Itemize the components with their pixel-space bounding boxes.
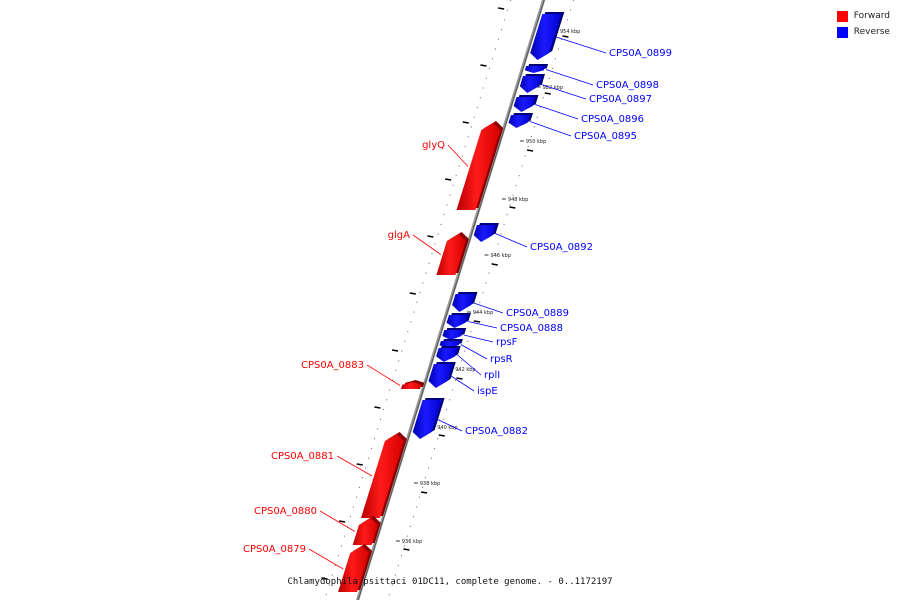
gene-rpsf[interactable] (442, 328, 467, 340)
gene-cps0a_0881[interactable] (361, 432, 407, 518)
gene-label[interactable]: CPS0A_0880 (254, 506, 317, 517)
gene-cps0a_0883[interactable] (401, 380, 425, 389)
gene-cps0a_0897[interactable] (519, 74, 545, 93)
gene-cps0a_0879[interactable] (338, 544, 373, 592)
gene-leader-line (467, 321, 498, 329)
gene-glyq[interactable] (456, 121, 504, 210)
gene-label[interactable]: ispE (477, 386, 498, 397)
scale-label: 938 kbp (420, 481, 440, 487)
gene-label[interactable]: CPS0A_0899 (609, 48, 672, 59)
gene-arrow (361, 434, 404, 518)
gene-label[interactable]: CPS0A_0892 (530, 242, 593, 253)
gene-leader-line (460, 344, 488, 360)
gene-leader-line (463, 334, 494, 343)
gene-label[interactable]: CPS0A_0881 (271, 451, 334, 462)
scale-label: 950 kbp (526, 139, 546, 145)
gene-arrow (338, 546, 370, 592)
gene-leader-line (412, 234, 441, 255)
gene-leader-line (308, 548, 344, 570)
gene-cps0a_0880[interactable] (352, 516, 381, 545)
gene-cps0a_0889[interactable] (452, 292, 478, 312)
legend-forward-label: Forward (853, 11, 890, 21)
gene-leader-line (529, 121, 572, 137)
gene-label[interactable]: rpsR (490, 354, 513, 365)
gene-cps0a_0888[interactable] (446, 313, 472, 328)
scale-label: 944 kbp (473, 310, 493, 316)
gene-leader-line (450, 375, 475, 392)
gene-arrow (352, 518, 378, 545)
gene-arrow (428, 364, 453, 388)
gene-arrow (446, 315, 468, 328)
gene-leader-line (457, 354, 482, 376)
gene-arrow (524, 66, 546, 73)
legend: Forward Reverse (836, 8, 890, 40)
gene-label[interactable]: glgA (388, 230, 410, 241)
gene-cps0a_0898[interactable] (524, 64, 549, 73)
scale-label: 954 kbp (560, 29, 580, 35)
gene-arrow (442, 330, 464, 340)
genome-caption: Chlamydophila psittaci 01DC11, complete … (287, 577, 613, 587)
gene-arrow (519, 76, 542, 93)
gene-leader-line (447, 144, 469, 167)
gene-glga[interactable] (436, 232, 469, 275)
scale-label: 936 kbp (402, 539, 422, 545)
gene-label[interactable]: glyQ (422, 140, 445, 151)
gene-label[interactable]: rpsF (496, 337, 518, 348)
gene-arrow (508, 115, 530, 128)
gene-leader-line (366, 364, 401, 386)
gene-arrow (401, 382, 422, 389)
gene-label[interactable]: CPS0A_0879 (243, 544, 306, 555)
gene-arrow (436, 348, 458, 362)
gene-leader-line (495, 233, 528, 248)
gene-leader-line (556, 36, 607, 54)
gene-leader-line (545, 69, 594, 86)
gene-leader-line (319, 510, 356, 532)
gene-cps0a_0896[interactable] (513, 95, 539, 112)
gene-label[interactable]: CPS0A_0898 (596, 80, 659, 91)
gene-arrow (452, 294, 475, 312)
gene-leader-line (437, 419, 463, 432)
gene-label[interactable]: CPS0A_0888 (500, 323, 563, 334)
reverse-swatch (836, 26, 848, 38)
gene-arrow (412, 400, 442, 439)
scale-label: 948 kbp (508, 197, 528, 203)
gene-arrow (530, 14, 562, 60)
gene-arrow (513, 97, 536, 112)
gene-cps0a_0899[interactable] (530, 12, 565, 60)
gene-leader-line (535, 104, 579, 120)
scale-label: 940 kbp (437, 425, 457, 431)
gene-cps0a_0895[interactable] (508, 113, 534, 128)
gene-rpli[interactable] (436, 346, 461, 362)
gene-leader-line (473, 302, 504, 314)
gene-arrow (456, 123, 501, 210)
gene-label[interactable]: CPS0A_0882 (465, 426, 528, 437)
gene-label[interactable]: CPS0A_0897 (589, 94, 652, 105)
gene-label[interactable]: CPS0A_0889 (506, 308, 569, 319)
gene-leader-line (336, 455, 373, 477)
scale-label: 946 kbp (491, 253, 511, 259)
gene-arrow (436, 234, 466, 275)
gene-label[interactable]: CPS0A_0895 (574, 131, 637, 142)
gene-label[interactable]: CPS0A_0896 (581, 114, 644, 125)
legend-reverse-label: Reverse (853, 27, 890, 37)
gene-ispe[interactable] (428, 362, 456, 388)
gene-cps0a_0882[interactable] (412, 398, 445, 439)
legend-forward: Forward (836, 8, 890, 24)
gene-leader-line (541, 84, 587, 100)
scale-label: 942 kbp (455, 367, 475, 373)
legend-reverse: Reverse (836, 24, 890, 40)
gene-label[interactable]: CPS0A_0883 (301, 360, 364, 371)
forward-swatch (836, 10, 848, 22)
gene-cps0a_0892[interactable] (473, 223, 499, 242)
gene-arrow (473, 225, 496, 242)
gene-label[interactable]: rplI (484, 370, 500, 381)
